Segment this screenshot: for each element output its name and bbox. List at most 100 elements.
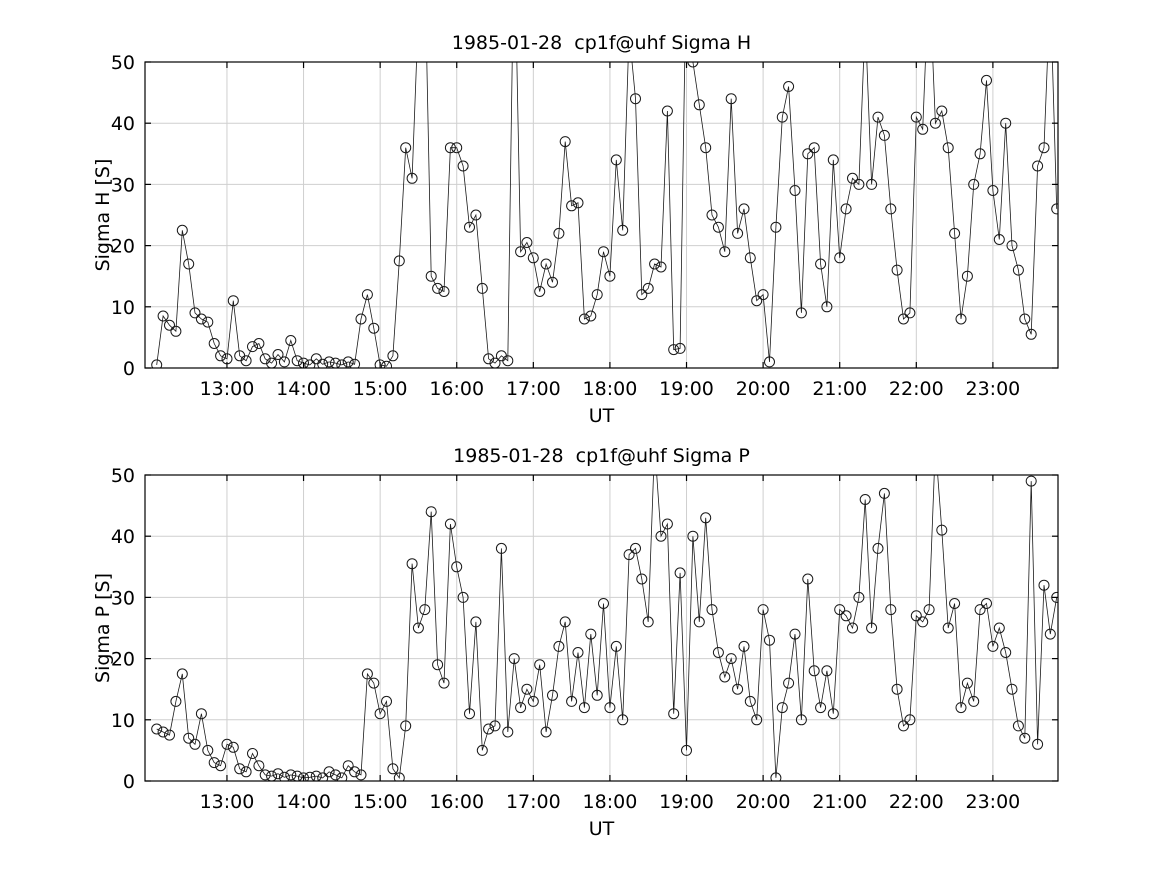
data-point-marker xyxy=(910,610,922,622)
x-tick-label: 13:00 xyxy=(200,791,255,813)
data-point-marker xyxy=(744,252,756,264)
data-point-marker xyxy=(866,622,878,634)
data-point-marker xyxy=(808,142,820,154)
y-tick-label: 50 xyxy=(111,52,135,74)
data-point-marker xyxy=(674,342,686,354)
data-point-marker xyxy=(949,227,961,239)
data-point-marker xyxy=(400,720,412,732)
data-point-marker xyxy=(821,665,833,677)
data-point-marker xyxy=(470,209,482,221)
sigma-h-chart: 1985-01-28 cp1f@uhf Sigma H Sigma H [S] … xyxy=(0,0,1167,437)
data-point-marker xyxy=(387,350,399,362)
y-tick-label: 30 xyxy=(111,587,135,609)
data-point-marker xyxy=(617,224,629,236)
data-point-marker xyxy=(349,358,361,368)
data-point-marker xyxy=(942,142,954,154)
data-point-marker xyxy=(885,203,897,215)
data-point-marker xyxy=(559,136,571,148)
data-point-marker xyxy=(489,357,501,368)
chart-title: 1985-01-28 cp1f@uhf Sigma H xyxy=(451,32,752,54)
data-point-marker xyxy=(757,289,769,301)
data-point-marker xyxy=(776,111,788,123)
data-point-marker xyxy=(164,729,175,741)
data-point-marker xyxy=(751,714,763,726)
data-point-marker xyxy=(253,760,265,772)
data-point-marker xyxy=(272,349,284,360)
data-point-marker xyxy=(795,714,807,726)
x-tick-label: 20:00 xyxy=(736,378,791,400)
data-point-marker xyxy=(878,487,890,499)
data-point-marker xyxy=(176,224,188,236)
data-point-marker xyxy=(776,702,788,714)
data-point-marker xyxy=(540,726,552,738)
data-point-marker xyxy=(789,628,801,640)
data-point-marker xyxy=(891,264,903,276)
data-point-marker xyxy=(827,154,839,166)
data-point-marker xyxy=(406,558,418,570)
data-point-marker xyxy=(1019,313,1031,325)
data-point-marker xyxy=(789,185,801,196)
data-point-marker xyxy=(189,738,201,750)
data-point-marker xyxy=(291,355,303,367)
data-point-marker xyxy=(815,258,827,270)
data-point-marker xyxy=(495,542,507,554)
data-point-marker xyxy=(770,772,782,781)
data-point-marker xyxy=(202,744,214,756)
data-point-marker xyxy=(1019,732,1031,744)
data-point-marker xyxy=(732,683,744,695)
data-point-marker xyxy=(719,671,731,683)
data-point-marker xyxy=(655,261,667,273)
data-point-marker xyxy=(387,763,399,775)
data-point-marker xyxy=(917,616,929,628)
data-point-marker xyxy=(674,567,686,579)
data-point-marker xyxy=(930,439,940,449)
data-point-marker xyxy=(202,316,214,328)
data-point-marker xyxy=(444,142,456,154)
data-point-marker xyxy=(610,640,622,652)
data-point-marker xyxy=(929,117,941,129)
data-point-marker xyxy=(566,695,578,707)
data-point-marker xyxy=(764,356,775,368)
data-point-marker xyxy=(195,708,207,720)
x-axis-label: UT xyxy=(588,818,615,840)
data-point-marker xyxy=(310,353,322,365)
data-point-marker xyxy=(770,221,782,233)
data-point-marker xyxy=(751,295,763,307)
data-point-marker xyxy=(151,723,163,735)
data-point-marker xyxy=(955,313,967,325)
data-point-marker xyxy=(923,604,935,616)
data-point-marker xyxy=(866,178,878,190)
data-point-marker xyxy=(208,338,220,349)
data-point-marker xyxy=(917,123,929,135)
data-point-marker xyxy=(278,771,290,781)
data-point-marker xyxy=(438,677,450,689)
data-point-marker xyxy=(1051,203,1058,215)
series-line xyxy=(156,62,1058,367)
x-tick-label: 21:00 xyxy=(812,378,867,400)
data-point-marker xyxy=(1032,738,1044,750)
data-point-marker xyxy=(795,307,807,319)
data-point-marker xyxy=(668,344,680,356)
data-point-marker xyxy=(585,310,597,322)
x-tick-label: 20:00 xyxy=(736,791,791,813)
data-point-marker xyxy=(1044,628,1056,640)
data-point-marker xyxy=(151,359,163,368)
data-point-marker xyxy=(323,766,335,778)
y-tick-label: 10 xyxy=(111,297,135,319)
data-point-marker xyxy=(183,732,195,744)
x-tick-label: 23:00 xyxy=(966,378,1021,400)
data-point-marker xyxy=(527,252,539,264)
data-point-marker xyxy=(451,561,463,573)
data-point-marker xyxy=(361,289,373,301)
data-point-marker xyxy=(802,148,814,160)
data-point-marker xyxy=(285,769,297,781)
data-point-marker xyxy=(1006,240,1018,252)
data-point-marker xyxy=(368,322,380,334)
data-point-marker xyxy=(317,358,329,368)
x-axis-label: UT xyxy=(588,405,615,427)
data-point-marker xyxy=(1012,264,1024,276)
data-point-marker xyxy=(955,702,967,714)
data-point-marker xyxy=(221,738,233,750)
data-point-marker xyxy=(642,282,654,294)
data-point-marker xyxy=(572,197,584,209)
